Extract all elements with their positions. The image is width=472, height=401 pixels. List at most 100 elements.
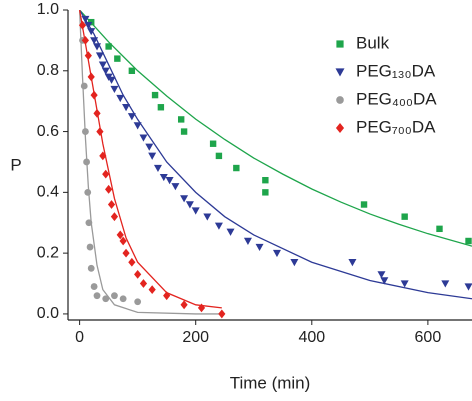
data-point bbox=[157, 104, 165, 111]
data-point bbox=[348, 259, 357, 267]
data-point bbox=[177, 116, 185, 123]
data-point bbox=[105, 184, 113, 194]
data-point bbox=[441, 280, 450, 288]
data-point bbox=[105, 43, 112, 50]
data-point bbox=[80, 82, 88, 90]
data-point bbox=[148, 285, 156, 295]
y-axis-label: P bbox=[10, 155, 21, 174]
data-point bbox=[84, 21, 93, 30]
data-point bbox=[218, 309, 226, 319]
data-point bbox=[122, 104, 131, 112]
data-point bbox=[107, 76, 116, 84]
data-point bbox=[114, 55, 121, 62]
x-tick-label: 600 bbox=[415, 329, 442, 346]
legend-marker bbox=[336, 96, 344, 104]
data-point bbox=[81, 15, 90, 24]
data-point bbox=[400, 280, 409, 288]
plot-area bbox=[78, 10, 472, 319]
data-point bbox=[102, 295, 110, 303]
data-point bbox=[99, 151, 107, 161]
legend-label: PEG₄₀₀DA bbox=[356, 89, 437, 108]
data-point bbox=[145, 143, 154, 151]
data-point bbox=[111, 292, 118, 300]
data-point bbox=[139, 134, 148, 142]
legend-label: Bulk bbox=[356, 33, 390, 52]
data-point bbox=[360, 201, 368, 208]
data-point bbox=[84, 188, 92, 196]
data-point bbox=[83, 158, 90, 166]
data-point bbox=[102, 169, 110, 179]
data-point bbox=[116, 230, 124, 240]
data-point bbox=[86, 243, 94, 251]
legend-marker bbox=[336, 40, 344, 48]
data-point bbox=[197, 303, 206, 313]
legend-marker bbox=[335, 68, 345, 77]
data-point bbox=[110, 212, 119, 222]
data-point bbox=[262, 189, 269, 196]
data-point bbox=[84, 51, 92, 60]
data-point bbox=[128, 257, 136, 267]
data-point bbox=[122, 248, 130, 258]
data-point bbox=[87, 28, 96, 36]
data-point bbox=[465, 237, 472, 245]
data-point bbox=[255, 243, 264, 252]
fit-line bbox=[79, 10, 472, 247]
data-point bbox=[90, 37, 99, 45]
x-tick-label: 200 bbox=[182, 329, 209, 346]
data-point bbox=[380, 277, 389, 285]
data-point bbox=[127, 113, 136, 121]
legend-label: PEG₇₀₀DA bbox=[356, 117, 436, 136]
data-point bbox=[119, 236, 127, 246]
data-point bbox=[180, 128, 188, 135]
data-point bbox=[78, 20, 87, 30]
data-point bbox=[209, 140, 217, 147]
data-point bbox=[464, 283, 472, 291]
data-point bbox=[203, 213, 212, 221]
data-point bbox=[101, 67, 110, 75]
data-point bbox=[233, 164, 240, 172]
data-point bbox=[107, 200, 116, 209]
data-point bbox=[185, 201, 194, 209]
data-point bbox=[163, 291, 171, 301]
legend-label: PEG₁₃₀DA bbox=[356, 61, 436, 80]
data-point bbox=[148, 152, 157, 160]
data-point bbox=[110, 85, 119, 94]
data-point bbox=[401, 213, 408, 220]
data-point bbox=[98, 61, 107, 69]
y-tick-label: 0.0 bbox=[37, 305, 59, 322]
x-tick-label: 400 bbox=[298, 329, 325, 346]
data-point bbox=[82, 128, 89, 135]
fit-line bbox=[78, 10, 222, 309]
data-point bbox=[87, 72, 95, 82]
data-point bbox=[151, 91, 159, 99]
y-tick-label: 0.4 bbox=[37, 184, 59, 201]
data-point bbox=[85, 219, 93, 227]
legend-marker bbox=[335, 123, 345, 133]
data-point bbox=[95, 52, 104, 60]
y-tick-label: 0.8 bbox=[37, 62, 59, 79]
y-tick-label: 1.0 bbox=[37, 1, 59, 18]
data-point bbox=[377, 271, 386, 279]
data-point bbox=[180, 300, 188, 310]
x-axis-label: Time (min) bbox=[230, 373, 311, 392]
data-point bbox=[134, 298, 142, 306]
data-point bbox=[133, 122, 142, 130]
data-point bbox=[93, 292, 101, 300]
data-point bbox=[290, 259, 299, 267]
data-point bbox=[90, 90, 98, 100]
data-point bbox=[128, 67, 136, 74]
data-point bbox=[214, 222, 223, 230]
fit-line bbox=[78, 10, 222, 315]
data-point bbox=[165, 176, 174, 185]
data-point bbox=[171, 183, 180, 191]
data-point bbox=[243, 237, 252, 245]
data-point bbox=[119, 295, 127, 303]
y-tick-label: 0.6 bbox=[37, 123, 59, 140]
fit-line bbox=[79, 10, 472, 300]
data-point bbox=[180, 195, 189, 203]
data-point bbox=[159, 173, 168, 182]
y-tick-label: 0.2 bbox=[37, 244, 59, 261]
data-point bbox=[191, 207, 200, 215]
data-point bbox=[87, 264, 95, 272]
